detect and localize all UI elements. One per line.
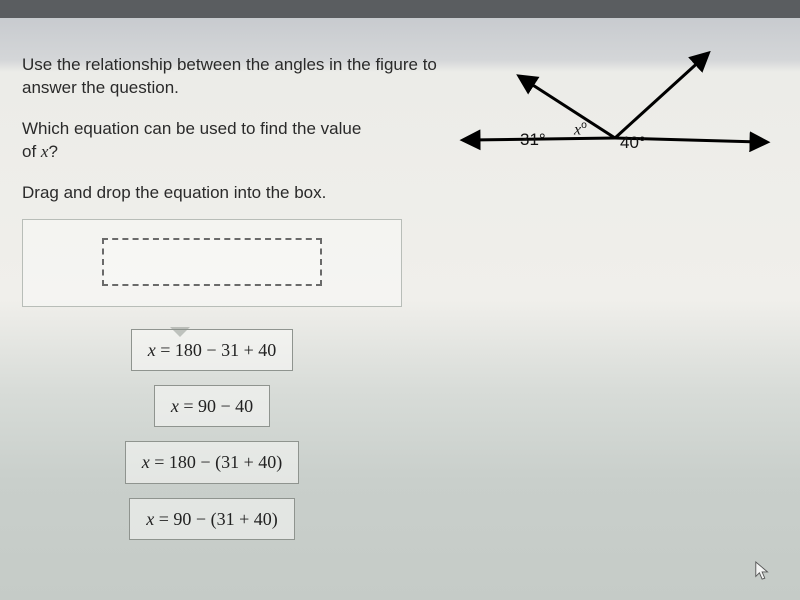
angle-label-right: 40° — [620, 133, 646, 153]
angle-figure — [455, 48, 775, 188]
option-3[interactable]: x = 180 − (31 + 40) — [125, 441, 299, 483]
question-line1: Which equation can be used to find the v… — [22, 119, 361, 138]
option-1[interactable]: x = 180 − 31 + 40 — [131, 329, 293, 371]
answer-panel — [22, 219, 402, 307]
question-line2: of x? — [22, 142, 58, 161]
angle-svg — [455, 48, 775, 188]
option-2[interactable]: x = 90 − 40 — [154, 385, 270, 427]
option-4[interactable]: x = 90 − (31 + 40) — [129, 498, 294, 540]
mouse-cursor-icon — [754, 560, 772, 582]
prompt-text: Use the relationship between the angles … — [22, 54, 462, 100]
equation-drop-zone[interactable] — [102, 238, 322, 286]
question-text: Which equation can be used to find the v… — [22, 118, 462, 164]
angle-label-left: 31° — [520, 130, 546, 150]
angle-label-middle: xo — [574, 120, 587, 139]
dropzone-pointer-icon — [170, 327, 190, 337]
options-list: x = 180 − 31 + 40 x = 90 − 40 x = 180 − … — [22, 329, 402, 540]
